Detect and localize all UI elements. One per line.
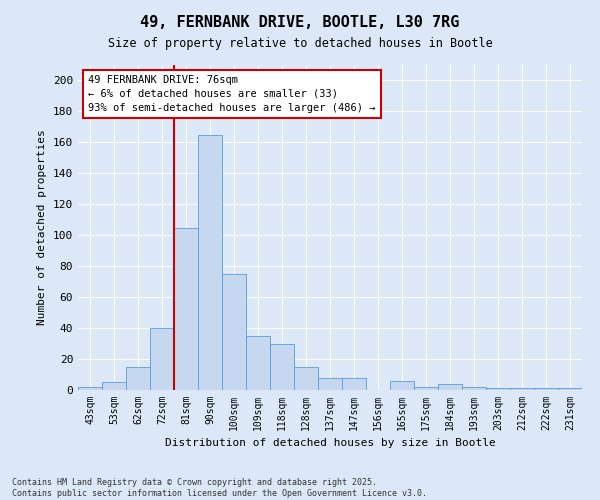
Text: Contains HM Land Registry data © Crown copyright and database right 2025.
Contai: Contains HM Land Registry data © Crown c… (12, 478, 427, 498)
Bar (102, 382, 126, 390)
Bar (126, 367, 150, 390)
Bar (438, 384, 462, 390)
Y-axis label: Number of detached properties: Number of detached properties (37, 130, 47, 326)
Bar (270, 344, 294, 390)
Bar (174, 228, 198, 390)
Bar (246, 336, 270, 390)
Bar (462, 387, 486, 390)
Bar (318, 378, 342, 390)
Bar (390, 380, 414, 390)
Bar (294, 367, 318, 390)
X-axis label: Distribution of detached houses by size in Bootle: Distribution of detached houses by size … (164, 438, 496, 448)
Bar (510, 388, 534, 390)
Bar (558, 388, 582, 390)
Bar (414, 387, 438, 390)
Text: Size of property relative to detached houses in Bootle: Size of property relative to detached ho… (107, 38, 493, 51)
Bar (342, 378, 366, 390)
Text: 49, FERNBANK DRIVE, BOOTLE, L30 7RG: 49, FERNBANK DRIVE, BOOTLE, L30 7RG (140, 15, 460, 30)
Bar (150, 328, 174, 390)
Bar (78, 387, 102, 390)
Bar (486, 388, 510, 390)
Text: 49 FERNBANK DRIVE: 76sqm
← 6% of detached houses are smaller (33)
93% of semi-de: 49 FERNBANK DRIVE: 76sqm ← 6% of detache… (88, 74, 376, 113)
Bar (198, 134, 222, 390)
Bar (534, 388, 558, 390)
Bar (222, 274, 246, 390)
